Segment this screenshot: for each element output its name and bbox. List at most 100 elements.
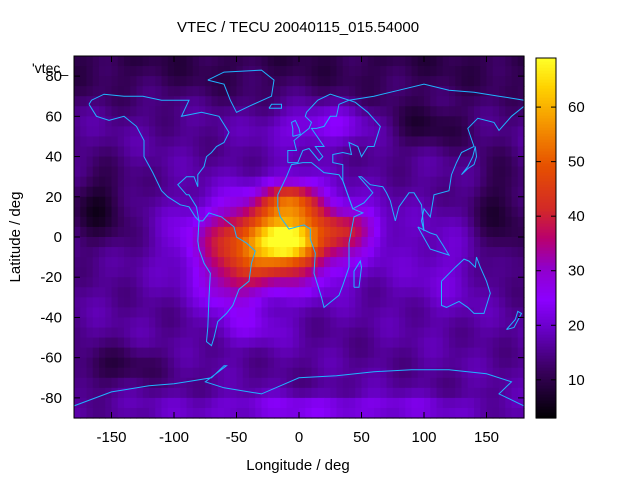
colorbar-segment xyxy=(536,109,556,113)
heatmap-cell xyxy=(105,116,113,127)
heatmap-cell xyxy=(311,156,319,168)
heatmap-cell xyxy=(361,387,369,399)
heatmap-cell xyxy=(330,317,338,329)
heatmap-cell xyxy=(242,96,250,107)
heatmap-cell xyxy=(99,307,106,319)
y-tick-label: -80 xyxy=(40,390,62,407)
heatmap-cell xyxy=(92,407,100,419)
heatmap-cell xyxy=(111,397,119,409)
heatmap-cell xyxy=(186,347,194,359)
heatmap-cell xyxy=(92,327,100,339)
heatmap-cell xyxy=(492,237,500,248)
heatmap-cell xyxy=(305,66,313,77)
heatmap-cell xyxy=(267,116,275,127)
heatmap-cell xyxy=(224,76,231,87)
heatmap-cell xyxy=(399,257,406,268)
heatmap-cell xyxy=(255,337,263,349)
heatmap-cell xyxy=(374,96,381,107)
heatmap-cell xyxy=(261,166,269,178)
heatmap-cell xyxy=(405,267,413,278)
heatmap-cell xyxy=(505,367,513,379)
heatmap-cell xyxy=(449,176,456,188)
heatmap-cell xyxy=(111,196,119,208)
heatmap-cell xyxy=(224,297,231,308)
heatmap-cell xyxy=(517,377,525,389)
heatmap-cell xyxy=(186,66,194,77)
heatmap-cell xyxy=(236,257,244,268)
heatmap-cell xyxy=(280,136,288,148)
heatmap-cell xyxy=(142,156,150,168)
heatmap-cell xyxy=(255,237,263,248)
heatmap-cell xyxy=(511,247,519,258)
heatmap-cell xyxy=(380,196,388,208)
heatmap-cell xyxy=(149,297,156,308)
heatmap-cell xyxy=(99,226,106,238)
heatmap-cell xyxy=(305,176,313,188)
heatmap-cell xyxy=(361,377,369,389)
heatmap-cell xyxy=(367,146,375,158)
colorbar-segment xyxy=(536,94,556,98)
heatmap-cell xyxy=(361,257,369,268)
heatmap-cell xyxy=(499,367,506,379)
heatmap-cell xyxy=(242,297,250,308)
heatmap-cell xyxy=(255,186,263,198)
heatmap-cell xyxy=(311,327,319,339)
heatmap-cell xyxy=(405,176,413,188)
heatmap-cell xyxy=(374,186,381,198)
heatmap-cell xyxy=(336,247,344,258)
heatmap-cell xyxy=(424,176,431,188)
heatmap-cell xyxy=(411,357,419,369)
heatmap-cell xyxy=(249,337,256,349)
heatmap-cell xyxy=(411,327,419,339)
heatmap-cell xyxy=(486,136,494,148)
colorbar-segment xyxy=(536,178,556,182)
heatmap-cell xyxy=(155,407,163,419)
heatmap-cell xyxy=(180,176,188,188)
heatmap-cell xyxy=(417,146,425,158)
heatmap-cell xyxy=(99,367,106,379)
heatmap-cell xyxy=(511,337,519,349)
heatmap-cell xyxy=(111,116,119,127)
heatmap-cell xyxy=(92,307,100,319)
heatmap-cell xyxy=(374,116,381,127)
heatmap-cell xyxy=(249,126,256,138)
heatmap-cell xyxy=(186,86,194,97)
heatmap-cell xyxy=(236,407,244,419)
heatmap-cell xyxy=(267,397,275,409)
heatmap-cell xyxy=(442,267,450,278)
heatmap-cell xyxy=(117,397,125,409)
heatmap-cell xyxy=(117,156,125,168)
heatmap-cell xyxy=(280,76,288,87)
heatmap-cell xyxy=(174,367,181,379)
y-tick-label: -40 xyxy=(40,309,62,326)
heatmap-cell xyxy=(161,106,169,117)
heatmap-cell xyxy=(155,377,163,389)
heatmap-cell xyxy=(474,277,481,288)
heatmap-cell xyxy=(86,367,94,379)
heatmap-cell xyxy=(186,327,194,339)
heatmap-cell xyxy=(492,247,500,258)
heatmap-cell xyxy=(267,337,275,349)
heatmap-cell xyxy=(492,86,500,97)
heatmap-cell xyxy=(480,226,488,238)
heatmap-cell xyxy=(499,56,506,67)
heatmap-cell xyxy=(311,216,319,228)
heatmap-cell xyxy=(392,66,400,77)
heatmap-cell xyxy=(505,387,513,399)
heatmap-cell xyxy=(480,216,488,228)
heatmap-cell xyxy=(211,367,219,379)
heatmap-cell xyxy=(449,307,456,319)
heatmap-cell xyxy=(255,347,263,359)
colorbar-segment xyxy=(536,229,556,233)
heatmap-cell xyxy=(142,307,150,319)
heatmap-cell xyxy=(499,96,506,107)
colorbar-segment xyxy=(536,283,556,287)
heatmap-cell xyxy=(80,106,88,117)
heatmap-cell xyxy=(217,307,225,319)
heatmap-cell xyxy=(486,226,494,238)
heatmap-cell xyxy=(355,237,363,248)
heatmap-cell xyxy=(342,367,350,379)
heatmap-cell xyxy=(174,327,181,339)
heatmap-cell xyxy=(130,247,138,258)
heatmap-cell xyxy=(455,56,463,67)
